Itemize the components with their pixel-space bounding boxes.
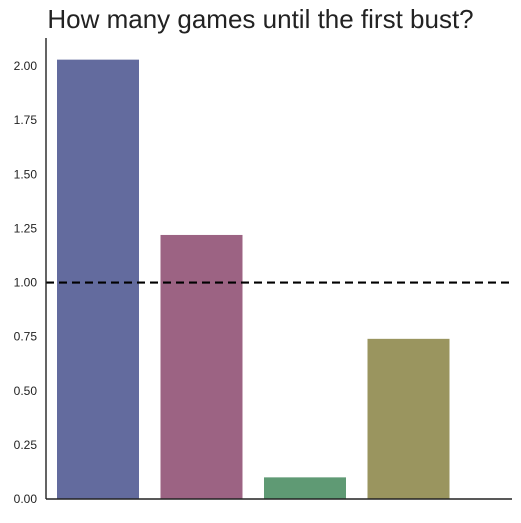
y-axis: 0.00 0.25 0.50 0.75 1.00 1.25 1.50 1.75 2.00 <box>14 38 47 506</box>
chart-title: How many games until the first bust? <box>47 4 474 34</box>
y-tick-label: 0.50 <box>14 384 38 398</box>
bars-group <box>57 59 450 500</box>
y-tick-label: 1.50 <box>14 167 38 181</box>
y-tick-label: 2.00 <box>14 59 38 73</box>
bar-1 <box>57 59 139 500</box>
y-tick-label: 1.25 <box>14 221 38 235</box>
y-tick-label: 1.75 <box>14 113 38 127</box>
y-tick-label: 0.25 <box>14 438 38 452</box>
y-tick-label: 0.00 <box>14 492 38 506</box>
bar-4 <box>367 338 450 499</box>
y-tick-label: 1.00 <box>14 276 38 290</box>
y-tick-label: 0.75 <box>14 330 38 344</box>
bar-2 <box>160 234 243 499</box>
bar-3 <box>264 477 346 499</box>
